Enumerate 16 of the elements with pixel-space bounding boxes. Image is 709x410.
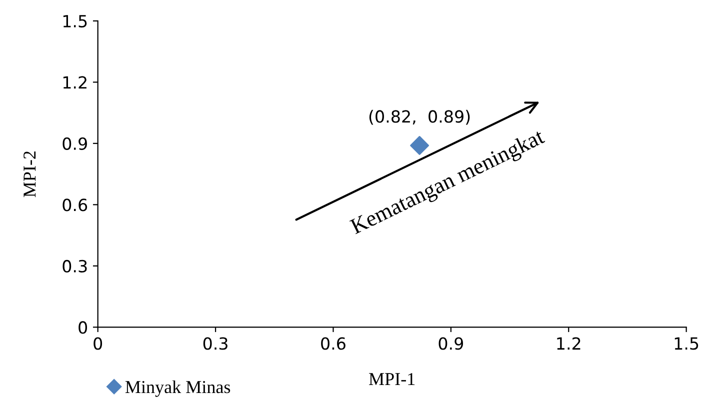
y-tick-label: 0.6 xyxy=(62,198,88,212)
x-tick-label: 1.5 xyxy=(674,337,698,350)
x-tick-label: 0.9 xyxy=(438,337,464,350)
legend-label: Minyak Minas xyxy=(125,380,230,397)
annotation: (0.82, 0.89) xyxy=(369,110,470,125)
x-tick-label: 0.6 xyxy=(321,337,346,350)
x-tick-label: 0.3 xyxy=(203,337,228,350)
x-tick-label: 1.2 xyxy=(557,337,580,350)
y-tick-label: 0.9 xyxy=(62,137,87,150)
y-tick-label: 1.2 xyxy=(63,76,86,88)
x-axis-title: MPI-1 xyxy=(369,373,415,386)
y-tick-label: 0 xyxy=(78,321,88,334)
y-axis-title: MPI-2 xyxy=(24,151,36,198)
x-tick-label: 0 xyxy=(94,337,102,350)
y-tick-label: 0.3 xyxy=(62,260,87,272)
y-tick-label: 1.5 xyxy=(63,15,87,28)
